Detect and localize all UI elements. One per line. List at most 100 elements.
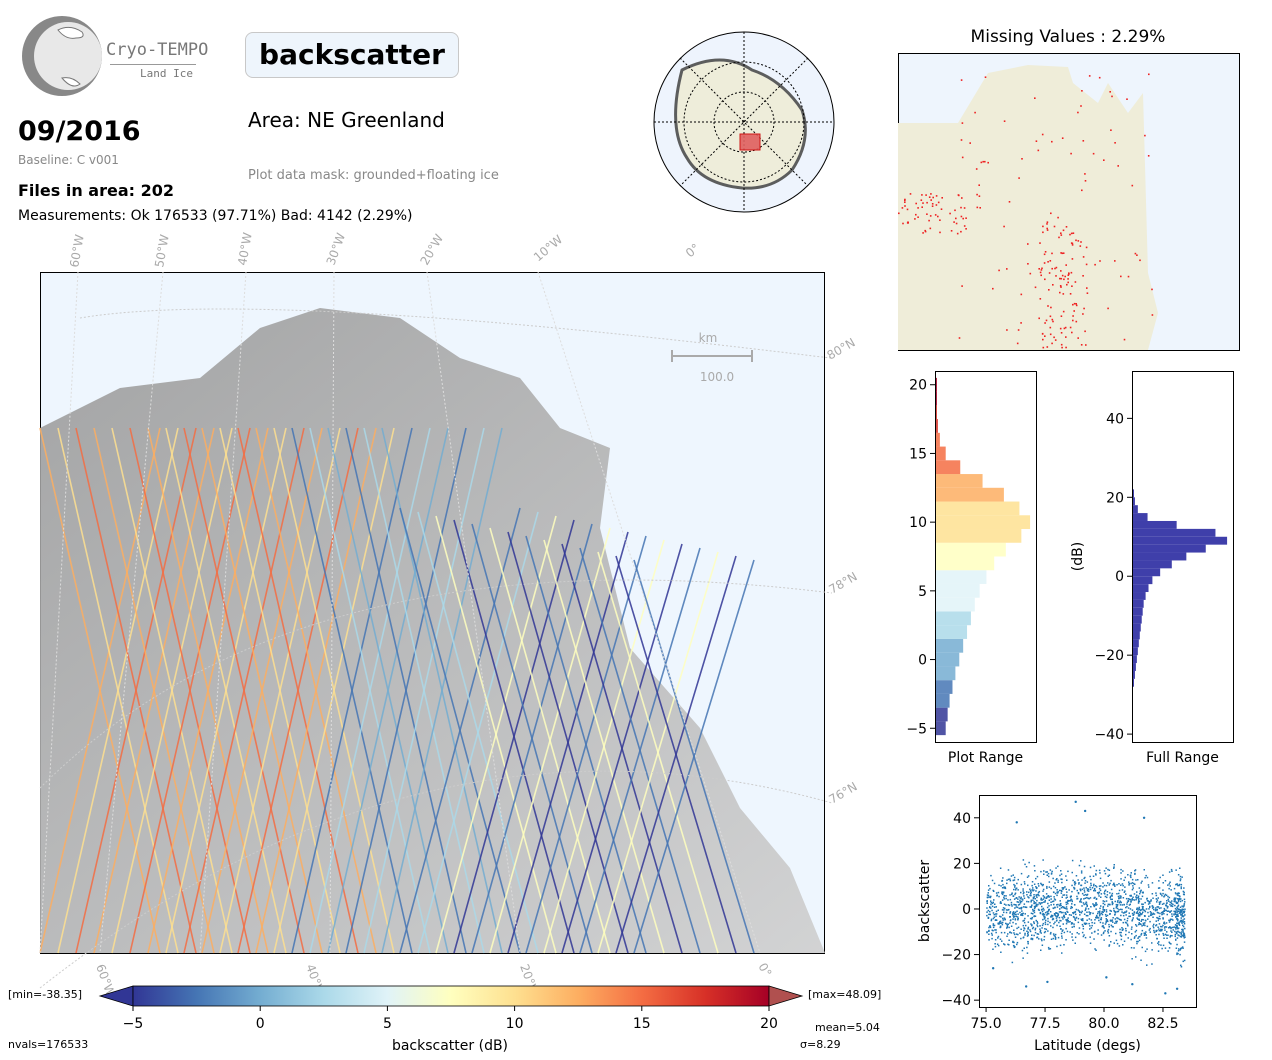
scatter-point <box>1162 889 1164 891</box>
scatter-point <box>1160 893 1162 895</box>
scatter-point <box>1056 945 1058 948</box>
scatter-point <box>1131 926 1133 928</box>
scatter-point <box>1179 920 1181 923</box>
scatter-point <box>1107 930 1109 932</box>
scatter-point <box>1065 875 1067 877</box>
scatter-point <box>1082 919 1084 922</box>
scatter-point <box>1082 928 1085 930</box>
scatter-point <box>1004 887 1007 890</box>
scatter-point <box>1065 903 1068 906</box>
scatter-point <box>1175 869 1177 871</box>
scatter-point <box>1089 936 1091 938</box>
scatter-point <box>1026 891 1028 893</box>
scatter-point <box>1098 887 1101 890</box>
scatter-point <box>1180 966 1183 968</box>
scatter-point <box>1147 900 1150 902</box>
missing-point <box>956 232 959 235</box>
scatter-point <box>1080 918 1082 921</box>
missing-point <box>1027 263 1029 265</box>
scatter-point <box>1182 910 1185 913</box>
scatter-point <box>1168 871 1171 873</box>
scatter-point <box>1084 880 1087 882</box>
missing-points-layer <box>898 73 1154 349</box>
y-tick-label: −40 <box>1094 727 1124 743</box>
scatter-point <box>1151 963 1153 965</box>
scatter-point <box>1050 898 1052 900</box>
scatter-point <box>1041 905 1043 908</box>
scatter-point <box>1016 941 1019 944</box>
missing-point <box>955 222 958 225</box>
scatter-point <box>1097 893 1100 895</box>
scatter-point <box>1060 904 1062 907</box>
scatter-point <box>1022 899 1024 901</box>
scatter-point <box>1109 903 1111 906</box>
scatter-point <box>997 891 1000 894</box>
scatter-point <box>1073 904 1076 906</box>
scatter-point <box>1179 935 1182 938</box>
scatter-point <box>1141 929 1144 932</box>
scatter-point <box>1154 909 1157 911</box>
scatter-point <box>1119 919 1122 921</box>
scatter-point <box>1093 938 1095 940</box>
scatter-point <box>1128 882 1130 885</box>
track-line <box>165 427 287 954</box>
scatter-point <box>1070 914 1072 916</box>
scatter-point <box>1048 948 1050 950</box>
scatter-point <box>1074 882 1077 884</box>
scatter-point <box>1125 927 1127 930</box>
scatter-point <box>1137 895 1140 897</box>
scatter-point <box>1078 933 1080 935</box>
histogram-bar <box>936 680 953 694</box>
missing-point <box>920 199 923 201</box>
scatter-point <box>1170 910 1173 912</box>
missing-point <box>958 194 960 197</box>
missing-point <box>1046 346 1049 348</box>
scatter-point <box>1019 911 1021 914</box>
missing-point <box>1061 274 1064 277</box>
scatter-point <box>1119 900 1121 902</box>
scatter-point <box>1032 890 1034 892</box>
scatter-point <box>1139 912 1142 915</box>
scatter-point <box>1086 896 1088 899</box>
scatter-point <box>1120 935 1123 937</box>
colorbar-bar <box>132 985 770 1007</box>
scatter-point <box>1138 939 1141 942</box>
scatter-point <box>1106 896 1108 899</box>
histogram-bar <box>936 487 1004 502</box>
scatter-point <box>1140 898 1142 900</box>
scatter-point <box>1035 894 1037 896</box>
scatter-point <box>1164 929 1166 931</box>
scatter-point <box>1176 930 1178 933</box>
scatter-point <box>1124 876 1126 879</box>
scatter-point <box>1182 924 1184 927</box>
missing-point <box>1092 152 1095 155</box>
missing-point <box>929 215 932 217</box>
missing-point <box>1072 319 1074 322</box>
scatter-point <box>1023 891 1025 894</box>
scatter-point <box>1015 906 1018 908</box>
scatter-point <box>1073 911 1075 914</box>
scatter-point <box>999 926 1002 928</box>
scatter-point <box>1159 912 1161 915</box>
scatter-point <box>1181 921 1183 923</box>
scatter-point <box>1115 905 1118 908</box>
scatter-point <box>1108 874 1111 876</box>
scatter-point <box>1138 922 1140 924</box>
scatter-point <box>1166 907 1169 909</box>
scatter-point <box>1043 918 1046 920</box>
scatter-point <box>1152 897 1154 899</box>
scatter-point <box>1169 910 1171 913</box>
scatter-point <box>1151 907 1154 909</box>
scatter-point <box>1144 950 1147 953</box>
missing-point <box>1039 271 1042 274</box>
track-line <box>111 427 233 954</box>
scatter-point <box>1026 900 1028 903</box>
scatter-point <box>1032 897 1035 899</box>
scatter-point <box>1164 893 1167 896</box>
scatter-point <box>1182 960 1184 963</box>
scatter-point <box>1029 894 1031 897</box>
scatter-point <box>1041 908 1043 911</box>
scatter-point <box>991 967 995 970</box>
track-line <box>633 559 755 954</box>
scatter-point <box>1183 903 1186 905</box>
